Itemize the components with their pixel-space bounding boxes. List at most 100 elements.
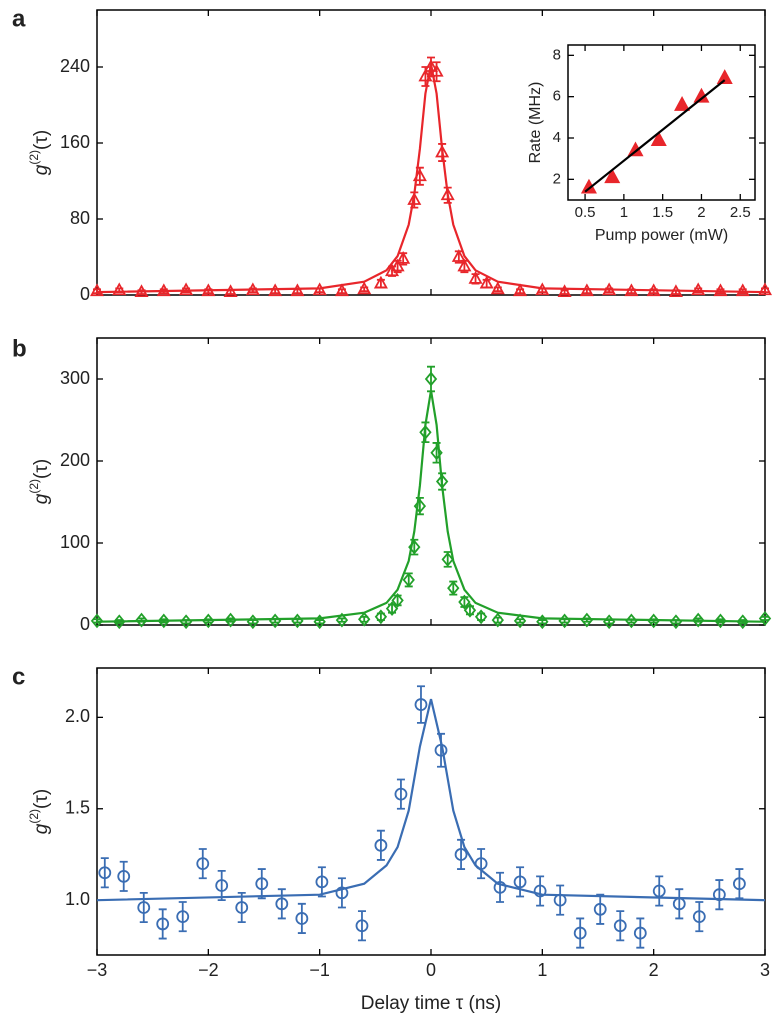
y-axis-label-part: g (31, 493, 52, 504)
data-point (674, 96, 691, 111)
data-point (757, 282, 772, 296)
data-point (712, 888, 726, 902)
y-tick-label: 100 (60, 532, 90, 552)
y-tick-label: 300 (60, 368, 90, 388)
data-point (463, 602, 477, 618)
panel-label: c (12, 663, 25, 690)
data-point (479, 275, 494, 289)
x-tick-label: 1 (620, 204, 628, 221)
data-point (179, 282, 194, 296)
error-bar (636, 917, 645, 949)
data-point (513, 875, 527, 889)
data-point (735, 283, 750, 297)
x-tick-label: 0 (426, 960, 436, 980)
data-point (223, 284, 238, 298)
data-point (394, 787, 408, 801)
data-point (335, 612, 349, 628)
data-point (315, 875, 329, 889)
data-point (458, 594, 471, 610)
data-point (454, 848, 468, 861)
error-bar (536, 875, 545, 907)
x-tick-label: 0.5 (575, 204, 596, 221)
data-point (533, 884, 547, 898)
data-point (275, 897, 289, 911)
data-point (224, 612, 237, 628)
panel-label: b (12, 335, 27, 362)
data-point (391, 592, 404, 608)
y-axis-label-part: (τ) (31, 459, 52, 479)
error-bar (119, 860, 128, 892)
x-tick-label: −2 (198, 960, 219, 980)
data-point (758, 611, 772, 626)
y-axis-label: Rate (MHz) (527, 82, 544, 164)
data-point (112, 282, 127, 296)
y-axis-label-part: (τ) (31, 789, 52, 809)
data-point (355, 919, 369, 933)
error-bar (596, 893, 605, 925)
data-point (202, 613, 215, 629)
y-tick-label: 1.0 (65, 889, 90, 909)
data-point (557, 284, 572, 298)
data-point (593, 902, 607, 916)
error-bar (139, 891, 148, 923)
error-bar (178, 901, 187, 933)
data-point (423, 59, 439, 72)
data-point (424, 371, 438, 387)
y-tick-label: 2.0 (65, 706, 90, 726)
y-axis-label: g(2)(τ) (27, 459, 52, 504)
x-tick-label: 2 (697, 204, 705, 221)
y-tick-label: 1.5 (65, 798, 90, 818)
data-point (90, 613, 104, 629)
data-point (536, 614, 549, 630)
error-bar (376, 829, 385, 861)
data-point (374, 838, 388, 852)
error-bar (357, 910, 366, 942)
data-point (313, 614, 326, 630)
data-point (113, 614, 126, 630)
y-axis-label-part: (2) (27, 809, 41, 824)
y-axis-label-part: (2) (27, 150, 41, 165)
error-bar (158, 908, 167, 940)
data-point (414, 698, 428, 711)
data-point (490, 281, 505, 295)
x-tick-label: −3 (87, 960, 108, 980)
plot-frame (96, 667, 766, 956)
data-point (137, 901, 151, 914)
data-point (441, 551, 454, 567)
error-bar (616, 910, 625, 942)
y-axis-label-part: g (31, 164, 52, 175)
fit-line (97, 63, 765, 294)
y-tick-label: 2 (553, 170, 561, 187)
data-point (457, 258, 472, 272)
data-point (468, 270, 483, 284)
data-point (493, 880, 507, 894)
data-point (491, 612, 504, 628)
y-tick-label: 200 (60, 450, 90, 470)
plot-frame (567, 44, 756, 201)
data-point (157, 613, 170, 629)
data-point (713, 283, 728, 297)
error-bar (317, 866, 326, 898)
data-point (335, 886, 349, 900)
data-point (732, 877, 746, 891)
data-point (156, 917, 170, 931)
fit-line (97, 698, 765, 902)
y-axis-label-part: (2) (27, 479, 41, 494)
data-point (357, 281, 372, 295)
data-point (716, 69, 733, 84)
x-tick-label: 1 (537, 960, 547, 980)
data-point (419, 424, 432, 440)
y-tick-label: 240 (60, 56, 90, 76)
data-point (373, 275, 388, 289)
data-point (613, 919, 627, 933)
fit-line (584, 79, 726, 193)
x-axis-label: Pump power (mW) (595, 227, 728, 244)
x-tick-label: −1 (309, 960, 330, 980)
error-bar (496, 871, 505, 903)
y-axis-label: g(2)(τ) (27, 130, 52, 175)
data-point (513, 283, 528, 297)
y-tick-label: 4 (553, 129, 561, 146)
data-point (135, 612, 148, 628)
x-tick-label: 1.5 (652, 204, 673, 221)
